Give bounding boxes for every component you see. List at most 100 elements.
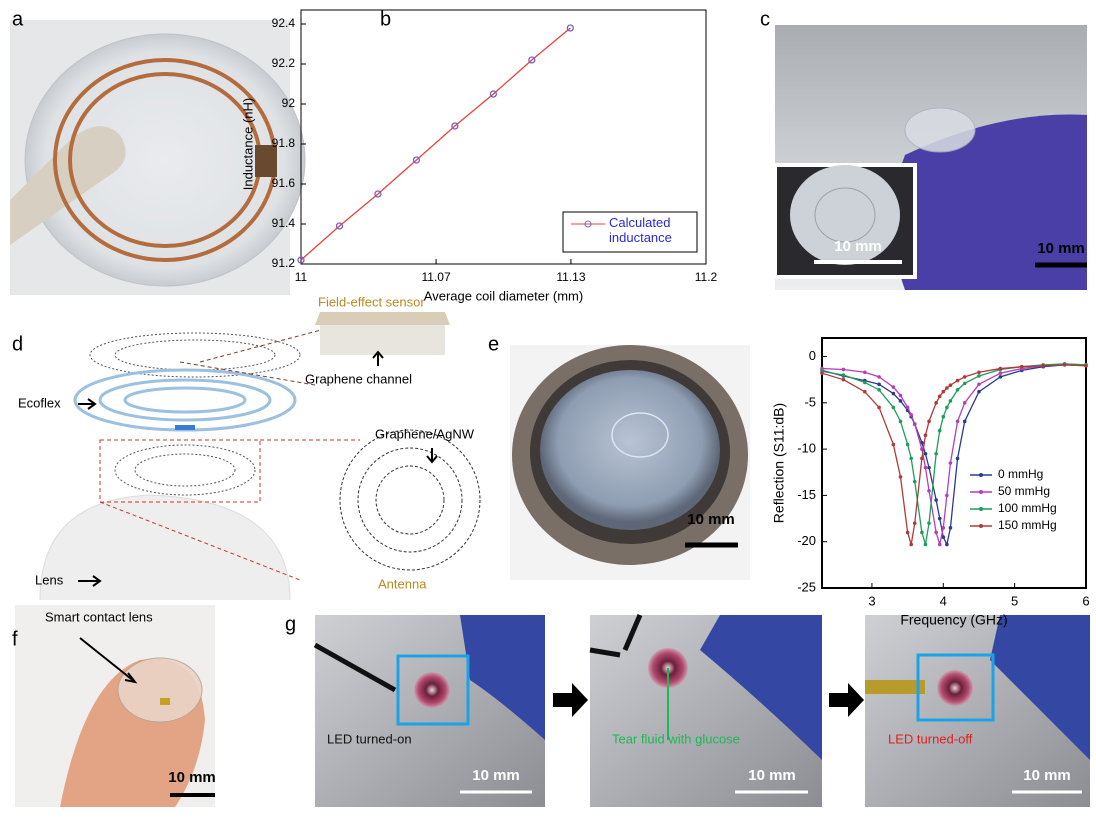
- data-point: [892, 406, 896, 410]
- data-point: [938, 543, 942, 547]
- plot-frame: [822, 338, 1086, 588]
- data-point: [949, 383, 953, 387]
- data-point: [999, 375, 1003, 379]
- label: Antenna: [378, 576, 427, 591]
- data-point: [877, 388, 881, 392]
- data-point: [956, 457, 960, 461]
- data-point: [945, 494, 949, 498]
- y-tick-label: -25: [797, 579, 816, 594]
- legend-label: 50 mmHg: [998, 484, 1050, 498]
- figure: Field-effect sensor Ecoflex Graphene cha…: [0, 0, 1096, 817]
- data-point: [899, 399, 903, 403]
- legend-marker: [979, 507, 983, 511]
- data-point: [863, 381, 867, 385]
- label: Tear fluid with glucose: [612, 731, 740, 746]
- data-point: [1084, 364, 1088, 368]
- y-tick-label: 92.2: [272, 56, 296, 70]
- x-axis-label: Frequency (GHz): [900, 612, 1007, 628]
- legend-text-box: Calculated inductance: [609, 215, 695, 251]
- data-point: [913, 521, 917, 525]
- y-tick-label: 91.4: [272, 216, 296, 230]
- data-point: [924, 543, 928, 547]
- data-point: [913, 480, 917, 484]
- label: Field-effect sensor: [318, 294, 425, 309]
- data-point: [934, 498, 938, 502]
- data-point: [963, 401, 967, 405]
- data-point: [927, 489, 931, 493]
- data-point: [877, 406, 881, 410]
- panel-label: b: [380, 8, 391, 30]
- photo-a: [10, 20, 305, 295]
- data-point: [892, 392, 896, 396]
- legend-marker: [979, 490, 983, 494]
- data-point: [1063, 363, 1067, 367]
- data-point: [938, 395, 942, 399]
- data-point: [977, 370, 981, 374]
- scale-bar-label: 10 mm: [1037, 240, 1085, 257]
- label: Graphene channel: [305, 371, 412, 386]
- photo-g: [315, 615, 1090, 807]
- data-point: [945, 406, 949, 410]
- label: Lens: [35, 572, 64, 587]
- data-point: [1020, 365, 1024, 369]
- legend-marker: [979, 524, 983, 528]
- panel-label: e: [488, 333, 499, 355]
- data-point: [999, 367, 1003, 371]
- y-tick-label: 91.2: [272, 256, 296, 270]
- y-axis-label: Reflection (S11:dB): [771, 403, 787, 523]
- data-point: [899, 394, 903, 398]
- data-point: [941, 415, 945, 419]
- data-point: [913, 422, 917, 426]
- legend-marker: [979, 473, 983, 477]
- legend-label: Calculated inductance: [609, 215, 695, 245]
- data-point: [938, 429, 942, 433]
- data-point: [920, 531, 924, 535]
- x-axis-label: Average coil diameter (mm): [424, 288, 583, 303]
- data-point: [941, 390, 945, 394]
- data-point: [863, 390, 867, 394]
- legend-label: 100 mmHg: [998, 501, 1057, 515]
- data-point: [899, 475, 903, 479]
- data-point: [927, 466, 931, 470]
- data-point: [906, 406, 910, 410]
- data-point: [956, 420, 960, 424]
- label: Graphene/AgNW: [375, 426, 475, 441]
- data-point: [949, 399, 953, 403]
- data-point: [842, 373, 846, 377]
- panel-label: f: [12, 628, 18, 650]
- data-point: [909, 543, 913, 547]
- data-point: [1041, 364, 1045, 368]
- label: LED turned-off: [888, 731, 973, 746]
- scale-bar-label: 10 mm: [1023, 767, 1071, 784]
- label: Smart contact lens: [45, 609, 153, 624]
- scale-bar-label: 10 mm: [168, 769, 216, 786]
- data-point: [924, 433, 928, 437]
- legend-label: 150 mmHg: [998, 518, 1057, 532]
- data-point: [892, 443, 896, 447]
- panel-label: c: [760, 8, 770, 30]
- x-tick-label: 11.2: [695, 270, 718, 284]
- data-point: [892, 385, 896, 389]
- scale-bar-label: 10 mm: [687, 511, 735, 528]
- y-tick-label: -20: [797, 533, 816, 548]
- panel-label: d: [12, 333, 23, 355]
- y-tick-label: -15: [797, 487, 816, 502]
- data-point: [842, 378, 846, 382]
- data-point: [938, 517, 942, 521]
- data-point: [909, 413, 913, 417]
- y-tick-label: -10: [797, 441, 816, 456]
- x-tick-label: 11.07: [421, 270, 450, 284]
- x-tick-label: 11.13: [556, 270, 585, 284]
- label: LED turned-on: [327, 731, 412, 746]
- scale-bar-label: 10 mm: [472, 767, 520, 784]
- data-point: [924, 466, 928, 470]
- y-tick-label: 91.8: [272, 136, 296, 150]
- diagram-d: [40, 312, 480, 600]
- data-point: [963, 420, 967, 424]
- data-point: [941, 526, 945, 530]
- photo-e: [510, 345, 750, 580]
- y-tick-label: 0: [809, 348, 816, 363]
- data-point: [877, 382, 881, 386]
- data-point: [877, 375, 881, 379]
- data-point: [963, 382, 967, 386]
